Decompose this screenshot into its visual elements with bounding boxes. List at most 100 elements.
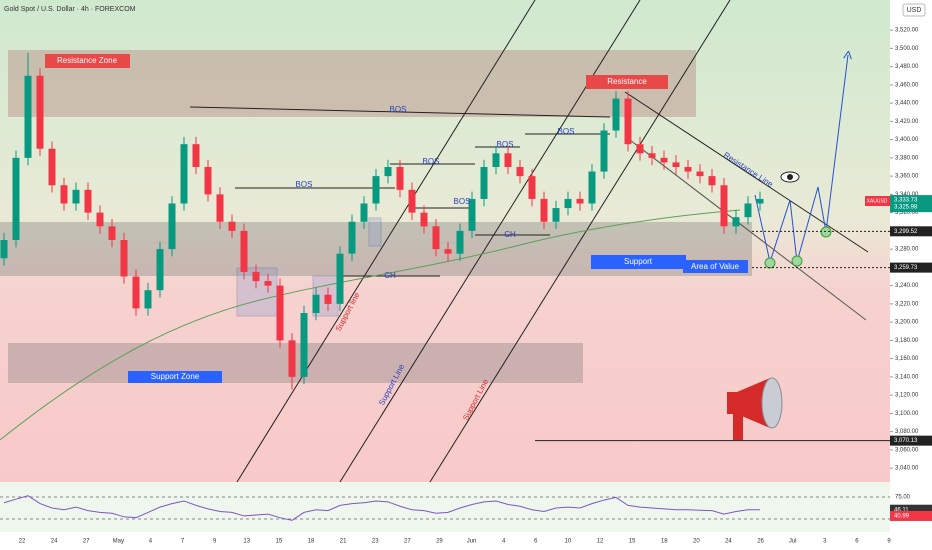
y-tick-label: 3,480.00 (895, 64, 919, 70)
x-tick-label: 22 (19, 539, 26, 545)
x-tick-label: 10 (565, 539, 572, 545)
y-tick-label: 3,460.00 (895, 82, 919, 88)
rsi-tag (890, 510, 932, 521)
candle-body (636, 144, 644, 154)
candle-body (228, 221, 236, 231)
candle-body (612, 98, 620, 131)
y-tick-label: 3,500.00 (895, 46, 919, 52)
price-tag (890, 195, 932, 206)
price-label: 3,259.73 (894, 265, 918, 271)
x-tick-label: 18 (308, 539, 315, 545)
y-tick-label: 3,280.00 (895, 247, 919, 253)
x-tick-label: 4 (502, 539, 506, 545)
y-tick-label: 3,440.00 (895, 101, 919, 107)
candle-body (432, 226, 440, 250)
channel-line (236, 0, 536, 483)
candles (0, 52, 764, 390)
annotations: Resistance Zone Resistance BOS BOS BOS B… (45, 54, 775, 422)
y-tick-label: 3,140.00 (895, 374, 919, 380)
candle-body (72, 189, 80, 204)
x-tick-label: 21 (340, 539, 347, 545)
x-tick-label: Jul (789, 539, 797, 545)
rsi-line (3, 495, 761, 521)
candle-body (756, 198, 764, 204)
candle-body (36, 75, 44, 149)
candle-body (408, 189, 416, 213)
candle-body (528, 176, 536, 199)
y-tick-label: 3,380.00 (895, 155, 919, 161)
price-label: 3,299.52 (894, 229, 918, 235)
candle-body (744, 203, 752, 218)
y-tick-label: 3,120.00 (895, 393, 919, 399)
point (791, 255, 803, 267)
candle-body (132, 276, 140, 309)
rsi-label: 40.99 (894, 514, 910, 520)
y-tick-label: 3,360.00 (895, 174, 919, 180)
candle-body (444, 249, 452, 254)
resistance-line (624, 91, 869, 253)
time-axis (0, 532, 890, 550)
x-tick-label: 3 (823, 539, 827, 545)
candle-body (396, 166, 404, 190)
rsi-tag (890, 504, 932, 515)
bos-label: BOS (423, 157, 440, 166)
channel-line (429, 0, 731, 483)
y-tick-label: 3,160.00 (895, 356, 919, 362)
bos-label: BOS (497, 140, 514, 149)
label: Resistance (607, 77, 647, 86)
symbol: XAUUSD (867, 198, 888, 204)
candle-body (96, 212, 104, 227)
price-tag (890, 202, 932, 213)
candle-body (60, 185, 68, 204)
price-label: 3,070.13 (894, 438, 918, 444)
candle-body (660, 157, 668, 163)
price-axis (890, 0, 932, 550)
bos-label: BOS (390, 105, 407, 114)
candle-body (384, 166, 392, 177)
title: Gold Spot / U.S. Dollar · 4h · FOREXCOM (4, 6, 136, 13)
candle-body (420, 212, 428, 227)
x-tick-label: 6 (855, 539, 859, 545)
candle-body (552, 208, 560, 222)
candle-body (264, 281, 272, 286)
candle-body (600, 130, 608, 172)
x-tick-label: 15 (629, 539, 636, 545)
point (820, 226, 832, 238)
candle-body (12, 157, 20, 240)
x-tick-label: 18 (661, 539, 668, 545)
candle-body (516, 166, 524, 177)
x-tick-label: Jun (467, 539, 477, 545)
candle-body (468, 198, 476, 231)
price-tag (890, 435, 932, 446)
candle-body (156, 249, 164, 291)
label: Support (624, 257, 653, 266)
price-label: 3,333.73 (894, 198, 918, 204)
candle-body (324, 294, 332, 304)
x-tick-label: 29 (436, 539, 443, 545)
label: Support Zone (151, 372, 200, 381)
box (368, 217, 382, 247)
candle-body (84, 189, 92, 213)
y-tick-label: 3,240.00 (895, 283, 919, 289)
x-tick-label: 24 (51, 539, 58, 545)
candle-body (588, 171, 596, 204)
y-tick-label: 3,060.00 (895, 447, 919, 453)
point (764, 257, 776, 269)
x-tick-label: 24 (725, 539, 732, 545)
candle-body (720, 185, 728, 227)
candle-body (732, 217, 740, 227)
candle-body (456, 230, 464, 254)
candle-body (48, 148, 56, 186)
x-tick-label: 6 (534, 539, 538, 545)
x-tick-label: 4 (149, 539, 153, 545)
x-tick-label: 26 (757, 539, 764, 545)
y-tick-label: 3,340.00 (895, 192, 919, 198)
y-tick-label: 3,420.00 (895, 119, 919, 125)
candle-body (312, 294, 320, 314)
candle-body (576, 198, 584, 204)
candle-body (204, 166, 212, 195)
candle-body (360, 203, 368, 222)
x-tick-label: 27 (404, 539, 411, 545)
candle-body (252, 271, 260, 282)
